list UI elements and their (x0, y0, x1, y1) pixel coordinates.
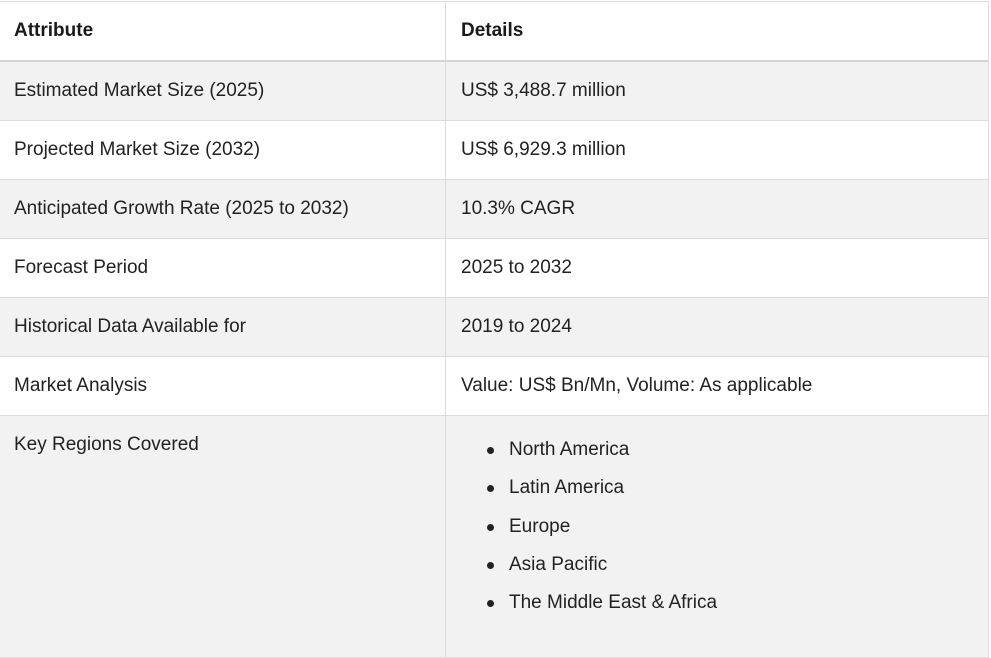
table-row: Forecast Period 2025 to 2032 (0, 239, 988, 298)
row-details: US$ 3,488.7 million (461, 79, 626, 101)
row-details: 10.3% CAGR (461, 197, 576, 219)
row-details: 2019 to 2024 (461, 315, 572, 337)
table-header-row: Attribute Details (0, 2, 988, 62)
bullet-icon (487, 600, 494, 608)
bullet-icon (487, 523, 494, 531)
row-attribute: Estimated Market Size (2025) (0, 62, 446, 120)
table-row: Projected Market Size (2032) US$ 6,929.3… (0, 121, 988, 180)
table-row-regions: Key Regions Covered North America Latin … (0, 416, 988, 658)
region-label: Europe (509, 515, 571, 537)
row-details: 2025 to 2032 (461, 256, 572, 278)
region-label: North America (509, 439, 630, 460)
row-attribute: Anticipated Growth Rate (2025 to 2032) (0, 180, 446, 238)
header-details: Details (461, 19, 524, 41)
list-item: Asia Pacific (487, 553, 717, 591)
row-attribute: Key Regions Covered (0, 416, 446, 657)
bullet-icon (487, 561, 494, 569)
bullet-icon (487, 485, 494, 493)
row-attribute: Projected Market Size (2032) (0, 121, 446, 179)
list-item: Latin America (487, 476, 717, 514)
table-row: Anticipated Growth Rate (2025 to 2032) 1… (0, 180, 988, 239)
regions-list: North America Latin America Europe Asia … (461, 438, 717, 629)
bullet-icon (487, 447, 494, 454)
list-item: The Middle East & Africa (487, 591, 718, 629)
header-attribute: Attribute (0, 2, 446, 60)
region-label: Latin America (509, 477, 625, 499)
table-row: Historical Data Available for 2019 to 20… (0, 298, 988, 357)
row-attribute: Market Analysis (0, 357, 446, 415)
row-attribute: Historical Data Available for (0, 298, 446, 356)
row-attribute: Forecast Period (0, 239, 446, 297)
region-label: Asia Pacific (509, 553, 608, 575)
regions-cell: North America Latin America Europe Asia … (446, 416, 988, 657)
region-label: The Middle East & Africa (509, 592, 718, 614)
list-item: North America (487, 438, 717, 476)
list-item: Europe (487, 515, 717, 553)
table-row: Estimated Market Size (2025) US$ 3,488.7… (0, 62, 988, 121)
table-row: Market Analysis Value: US$ Bn/Mn, Volume… (0, 357, 988, 416)
row-details: US$ 6,929.3 million (461, 138, 626, 160)
row-details: Value: US$ Bn/Mn, Volume: As applicable (461, 374, 813, 396)
